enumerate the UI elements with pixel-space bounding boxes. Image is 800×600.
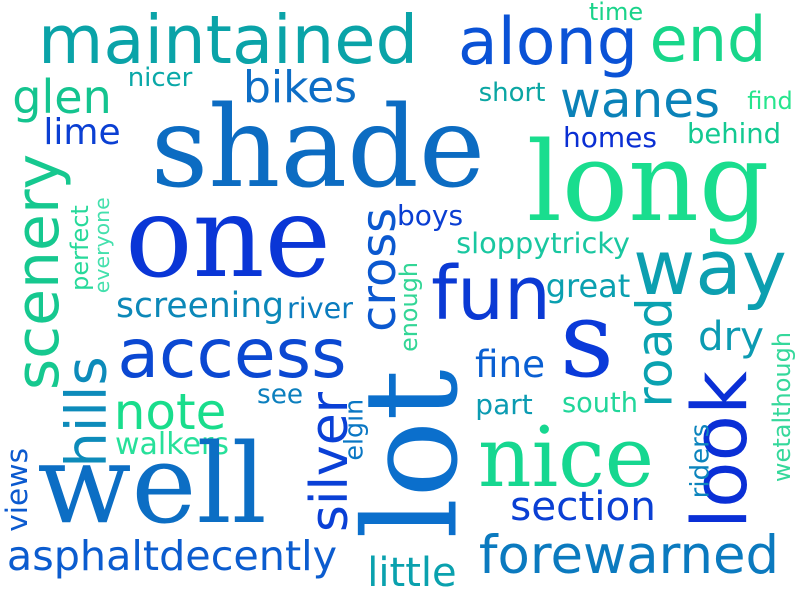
word-time: time [588,0,644,26]
word-section: section [510,481,656,530]
word-part: part [475,388,533,421]
word-well: well [37,420,267,548]
word-perfect: perfect [66,205,95,291]
word-nicer: nicer [127,63,193,93]
word-note: note [113,383,227,441]
word-lime: lime [43,112,121,153]
word-dry: dry [698,312,764,360]
word-screening: screening [116,285,285,326]
word-asphaltdecently: asphaltdecently [6,532,338,581]
word-boys: boys [397,199,464,232]
word-s: s [559,278,615,401]
word-enough: enough [395,262,423,352]
word-shade: shade [150,83,486,213]
word-homes: homes [563,121,657,154]
word-scenery: scenery [3,153,74,391]
word-bikes: bikes [243,62,358,113]
word-way: way [633,223,787,312]
word-one: one [125,173,331,303]
word-find: find [747,87,793,115]
word-river: river [287,290,353,325]
word-wetalthough: wetalthough [767,331,796,483]
word-south: south [562,388,638,420]
word-walkers: walkers [115,427,229,462]
word-great: great [545,267,631,305]
word-behind: behind [687,119,781,151]
word-views: views [0,448,36,532]
word-maintained: maintained [38,0,419,79]
word-long: long [526,118,770,246]
word-sloppytricky: sloppytricky [456,225,630,260]
word-see: see [257,379,304,410]
word-fine: fine [475,342,546,387]
word-road: road [626,296,684,407]
word-short: short [478,78,546,108]
word-glen: glen [12,70,112,124]
word-everyone: everyone [89,197,114,294]
word-little: little [367,550,457,596]
word-end: end [649,3,767,76]
word-access: access [117,315,347,394]
word-silver: silver [299,391,360,533]
word-wanes: wanes [560,71,721,129]
word-fun: fun [431,251,551,337]
word-riders: riders [685,423,716,499]
word-along: along [457,4,639,80]
word-forewarned: forewarned [478,524,780,586]
word-nice: nice [478,409,655,507]
